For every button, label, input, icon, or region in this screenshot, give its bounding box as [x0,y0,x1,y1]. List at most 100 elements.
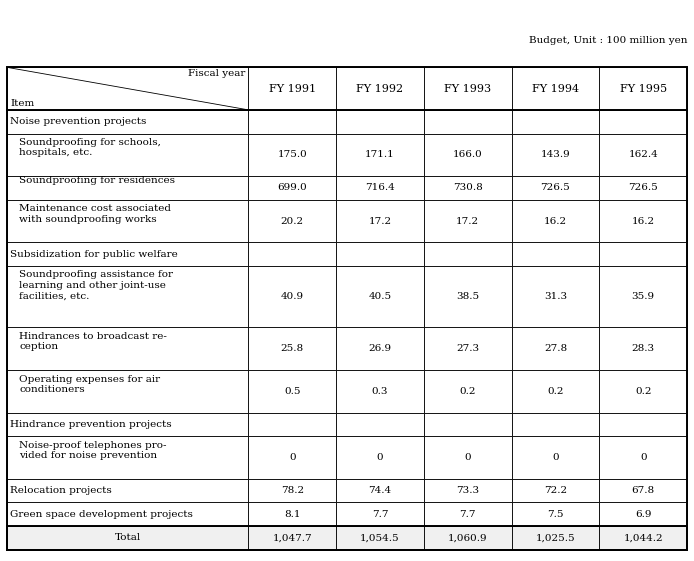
Bar [600,134,687,176]
Text: 17.2: 17.2 [456,217,480,226]
Text: 1,047.7: 1,047.7 [273,534,312,542]
Text: 6.9: 6.9 [635,510,652,519]
Text: 40.9: 40.9 [280,292,304,301]
Text: 78.2: 78.2 [280,486,304,495]
Bar [336,479,424,503]
Text: 7.5: 7.5 [547,510,564,519]
Bar [424,110,511,134]
Text: FY 1995: FY 1995 [620,84,667,94]
Text: 0.2: 0.2 [635,387,652,396]
Bar [248,242,336,266]
Bar [248,412,336,436]
Text: Soundproofing for residences: Soundproofing for residences [19,176,176,185]
Bar [511,526,600,550]
Text: Soundproofing for schools,
hospitals, etc.: Soundproofing for schools, hospitals, et… [19,138,161,158]
Text: 730.8: 730.8 [453,183,482,192]
Text: 143.9: 143.9 [541,150,570,159]
Bar [600,176,687,200]
Bar [248,266,336,328]
Text: 7.7: 7.7 [459,510,476,519]
Text: 20.2: 20.2 [280,217,304,226]
Text: 0: 0 [464,453,471,462]
Bar [248,526,336,550]
Text: Noise prevention projects: Noise prevention projects [10,117,147,126]
Bar [424,412,511,436]
Bar [511,110,600,134]
Bar [248,200,336,242]
Text: FY 1993: FY 1993 [444,84,491,94]
Text: 0.2: 0.2 [547,387,564,396]
Bar [511,134,600,176]
Bar [7,526,248,550]
Text: Relocation projects: Relocation projects [10,486,112,495]
Bar [424,479,511,503]
Bar [511,412,600,436]
Bar [7,134,248,176]
Bar [7,67,248,110]
Bar [248,176,336,200]
Bar [424,242,511,266]
Text: 17.2: 17.2 [369,217,391,226]
Bar [7,200,248,242]
Bar [7,412,248,436]
Bar [336,370,424,412]
Bar [600,200,687,242]
Bar [248,479,336,503]
Bar [511,479,600,503]
Text: Green space development projects: Green space development projects [10,510,194,519]
Bar [600,370,687,412]
Text: 16.2: 16.2 [544,217,567,226]
Bar [7,526,687,550]
Bar [7,67,687,550]
Bar [248,110,336,134]
Bar [511,176,600,200]
Bar [248,370,336,412]
Text: 74.4: 74.4 [369,486,391,495]
Text: 0: 0 [289,453,296,462]
Bar [600,526,687,550]
Text: 73.3: 73.3 [456,486,480,495]
Bar [248,503,336,526]
Text: FY 1992: FY 1992 [357,84,403,94]
Bar [600,110,687,134]
Bar [511,370,600,412]
Text: Maintenance cost associated
with soundproofing works: Maintenance cost associated with soundpr… [19,204,171,224]
Bar [600,479,687,503]
Text: Fiscal year: Fiscal year [188,69,246,78]
Text: 72.2: 72.2 [544,486,567,495]
Bar [336,266,424,328]
Text: 1,044.2: 1,044.2 [623,534,663,542]
Bar [424,328,511,370]
Text: 35.9: 35.9 [632,292,654,301]
Text: FY 1991: FY 1991 [269,84,316,94]
Bar [600,412,687,436]
Text: 31.3: 31.3 [544,292,567,301]
Text: 716.4: 716.4 [365,183,395,192]
Bar [248,134,336,176]
Bar [424,266,511,328]
Text: 162.4: 162.4 [628,150,658,159]
Text: 0.2: 0.2 [459,387,476,396]
Text: Hindrances to broadcast re-
ception: Hindrances to broadcast re- ception [19,332,167,351]
Text: FY 1994: FY 1994 [532,84,579,94]
Bar [336,412,424,436]
Text: 175.0: 175.0 [278,150,307,159]
Bar [336,110,424,134]
Bar [511,67,600,110]
Bar [511,200,600,242]
Bar [7,436,248,479]
Text: Subsidization for public welfare: Subsidization for public welfare [10,250,178,259]
Bar [336,436,424,479]
Text: 25.8: 25.8 [280,344,304,353]
Text: 67.8: 67.8 [632,486,654,495]
Text: Item: Item [10,99,35,108]
Text: Noise-proof telephones pro-
vided for noise prevention: Noise-proof telephones pro- vided for no… [19,441,167,460]
Text: 8.1: 8.1 [284,510,301,519]
Bar [336,526,424,550]
Bar [336,134,424,176]
Bar [511,242,600,266]
Bar [600,328,687,370]
Bar [600,503,687,526]
Bar [600,67,687,110]
Bar [336,242,424,266]
